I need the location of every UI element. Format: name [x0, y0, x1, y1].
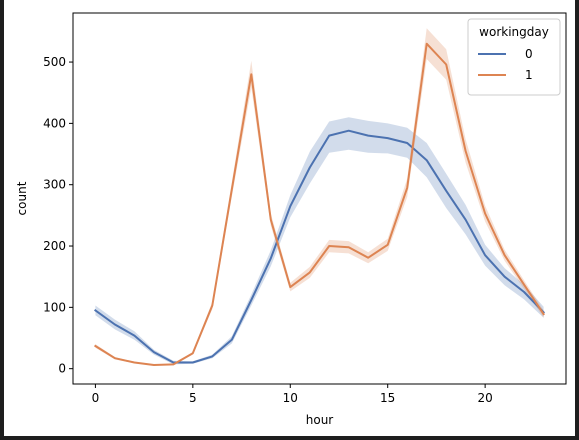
axes-frame: [72, 12, 567, 385]
legend-label-series-0: 0: [525, 47, 533, 61]
x-tick-label: 15: [380, 391, 395, 405]
y-tick-label: 300: [43, 178, 66, 192]
x-tick-label: 0: [92, 391, 100, 405]
line-series-0: [94, 129, 546, 364]
y-axis-label: count: [15, 181, 29, 215]
y-tick-label: 0: [58, 362, 66, 376]
legend-label-series-1: 1: [525, 68, 533, 82]
legend-title: workingday: [479, 25, 549, 39]
line-series-1: [94, 42, 545, 366]
x-axis-label: hour: [306, 413, 334, 427]
x-tick-label: 5: [189, 391, 197, 405]
y-tick-label: 400: [43, 116, 66, 130]
plot-area: [94, 28, 546, 366]
y-tick-label: 100: [43, 300, 66, 314]
y-tick-label: 200: [43, 239, 66, 253]
confidence-band-series-0: [95, 117, 544, 365]
legend: workingday 0 1: [467, 18, 561, 96]
y-tick-label: 500: [43, 55, 66, 69]
x-tick-label: 20: [477, 391, 492, 405]
x-tick-label: 10: [283, 391, 298, 405]
